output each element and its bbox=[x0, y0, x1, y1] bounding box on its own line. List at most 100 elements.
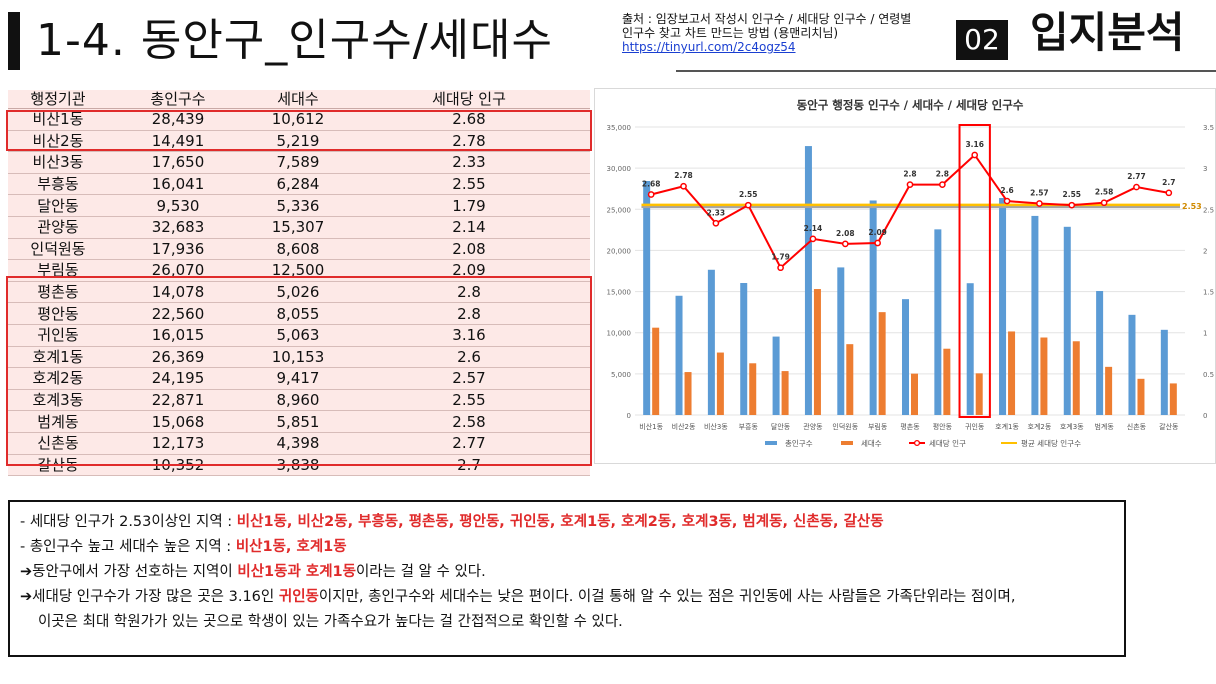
bar-households bbox=[975, 373, 983, 415]
analysis-notes: - 세대당 인구가 2.53이상인 지역 : 비산1동, 비산2동, 부흥동, … bbox=[8, 500, 1126, 657]
chart-title: 동안구 행정동 인구수 / 세대수 / 세대당 인구수 bbox=[797, 98, 1024, 112]
bar-population bbox=[1031, 215, 1039, 415]
cell-per-household: 2.58 bbox=[348, 410, 590, 433]
bar-households bbox=[943, 348, 951, 415]
combo-chart: 동안구 행정동 인구수 / 세대수 / 세대당 인구수 0 5,000 10,000 1… bbox=[594, 88, 1216, 464]
cell-households: 8,960 bbox=[248, 389, 348, 412]
per-household-point bbox=[971, 151, 979, 159]
note-4-text-b: 이지만, 총인구수와 세대수는 낮은 편이다. 이걸 통해 알 수 있는 점은 … bbox=[318, 589, 1016, 605]
y-tick-right: 0 bbox=[1203, 412, 1207, 420]
per-household-point bbox=[777, 264, 784, 272]
data-label: 3.16 bbox=[965, 140, 984, 149]
highlight-box-south bbox=[6, 276, 592, 466]
per-household-point bbox=[1036, 200, 1043, 207]
cell-households: 9,417 bbox=[248, 367, 348, 390]
cell-population: 9,530 bbox=[108, 194, 248, 217]
x-tick-label: 범계동 bbox=[1094, 422, 1114, 431]
cell-per-household: 2.77 bbox=[348, 432, 590, 455]
table-row: 비산2동 14,491 5,219 2.78 bbox=[8, 130, 590, 153]
x-tick-label: 평촌동 bbox=[900, 422, 920, 431]
bar-households bbox=[1105, 366, 1113, 415]
cell-district: 관양동 bbox=[8, 216, 108, 239]
bar-population bbox=[1063, 226, 1071, 415]
legend-label: 평균 세대당 인구수 bbox=[1021, 438, 1081, 448]
table-row: 호계2동 24,195 9,417 2.57 bbox=[8, 367, 590, 390]
cell-population: 14,078 bbox=[108, 281, 248, 304]
data-label: 2.57 bbox=[1030, 189, 1049, 198]
y-tick-left: 20,000 bbox=[607, 247, 632, 255]
cell-district: 비산3동 bbox=[8, 151, 108, 174]
x-tick-label: 평안동 bbox=[933, 422, 953, 431]
note-2-text: - 총인구수 높고 세대수 높은 지역 : bbox=[20, 539, 236, 555]
x-tick-label: 부림동 bbox=[868, 423, 888, 431]
bar-population bbox=[1160, 329, 1168, 415]
note-2-highlight: 비산1동, 호계1동 bbox=[235, 539, 347, 555]
cell-population: 12,173 bbox=[108, 432, 248, 455]
cell-population: 14,491 bbox=[108, 130, 248, 153]
x-tick-label: 비산2동 bbox=[672, 422, 696, 431]
bar-households bbox=[846, 344, 854, 415]
per-household-point bbox=[809, 235, 817, 243]
cell-district: 호계3동 bbox=[8, 389, 108, 412]
per-household-point bbox=[939, 181, 946, 188]
data-label: 2.6 bbox=[1000, 186, 1013, 195]
note-1-text: - 세대당 인구가 2.53이상인 지역 : bbox=[20, 514, 237, 530]
bar-households bbox=[1169, 383, 1177, 415]
note-4-highlight: 귀인동 bbox=[278, 589, 319, 605]
y-tick-right: 2.5 bbox=[1203, 206, 1214, 214]
cell-households: 8,055 bbox=[248, 302, 348, 325]
cell-population: 16,041 bbox=[108, 173, 248, 196]
x-tick-label: 인덕원동 bbox=[832, 422, 858, 431]
y-tick-left: 30,000 bbox=[607, 165, 632, 173]
bar-population bbox=[1128, 314, 1136, 415]
cell-per-household: 2.33 bbox=[348, 151, 590, 174]
table-row: 부흥동 16,041 6,284 2.55 bbox=[8, 173, 590, 196]
data-label: 2.14 bbox=[804, 224, 823, 233]
legend-label: 총인구수 bbox=[785, 438, 813, 448]
cell-per-household: 2.55 bbox=[348, 173, 590, 196]
bar-households bbox=[1072, 341, 1080, 415]
cell-population: 22,560 bbox=[108, 302, 248, 325]
bar-population bbox=[675, 295, 683, 415]
note-3-text-b: 이라는 걸 알 수 있다. bbox=[355, 564, 486, 580]
table-row: 평안동 22,560 8,055 2.8 bbox=[8, 302, 590, 325]
col-header-population: 총인구수 bbox=[108, 90, 248, 109]
cell-population: 15,068 bbox=[108, 410, 248, 433]
table-header-row: 행정기관 총인구수 세대수 세대당 인구 bbox=[8, 90, 590, 109]
cell-population: 28,439 bbox=[108, 108, 248, 131]
per-household-point bbox=[874, 239, 881, 247]
data-label: 2.58 bbox=[1095, 188, 1114, 197]
table-row: 범계동 15,068 5,851 2.58 bbox=[8, 410, 590, 433]
col-header-households: 세대수 bbox=[248, 90, 348, 109]
bar-population bbox=[643, 180, 651, 415]
cell-households: 5,026 bbox=[248, 281, 348, 304]
cell-households: 8,608 bbox=[248, 238, 348, 261]
legend-swatch bbox=[765, 441, 777, 445]
table-row: 인덕원동 17,936 8,608 2.08 bbox=[8, 238, 590, 261]
per-household-point bbox=[680, 182, 687, 190]
section-number-badge: 02 bbox=[956, 20, 1008, 60]
cell-per-household: 2.78 bbox=[348, 130, 590, 153]
source-link[interactable]: https://tinyurl.com/2c4ogz54 bbox=[622, 40, 796, 54]
note-1-highlight: 비산1동, 비산2동, 부흥동, 평촌동, 평안동, 귀인동, 호계1동, 호계… bbox=[236, 514, 884, 530]
bar-population bbox=[772, 336, 780, 415]
bar-population bbox=[934, 229, 942, 415]
data-label: 2.78 bbox=[674, 171, 693, 180]
y-tick-left: 35,000 bbox=[607, 124, 632, 132]
bar-population bbox=[966, 283, 974, 415]
table-row: 귀인동 16,015 5,063 3.16 bbox=[8, 324, 590, 347]
cell-district: 평안동 bbox=[8, 302, 108, 325]
bar-households bbox=[1040, 337, 1048, 415]
table-row: 호계3동 22,871 8,960 2.55 bbox=[8, 389, 590, 412]
source-line-2: 인구수 찾고 차트 만드는 방법 (용맨리치님) bbox=[622, 26, 839, 40]
note-line-5: 이곳은 최대 학원가가 있는 곳으로 학생이 있는 가족수요가 높다는 걸 간접… bbox=[38, 614, 623, 630]
y-tick-right: 3.5 bbox=[1203, 124, 1214, 132]
cell-households: 5,851 bbox=[248, 410, 348, 433]
cell-district: 부흥동 bbox=[8, 173, 108, 196]
cell-households: 5,219 bbox=[248, 130, 348, 153]
note-line-2: - 총인구수 높고 세대수 높은 지역 : 비산1동, 호계1동 bbox=[20, 535, 1114, 560]
cell-population: 16,015 bbox=[108, 324, 248, 347]
data-label: 2.7 bbox=[1162, 178, 1175, 187]
x-tick-label: 비산1동 bbox=[639, 422, 663, 431]
highlight-box-gwiin bbox=[958, 124, 991, 418]
